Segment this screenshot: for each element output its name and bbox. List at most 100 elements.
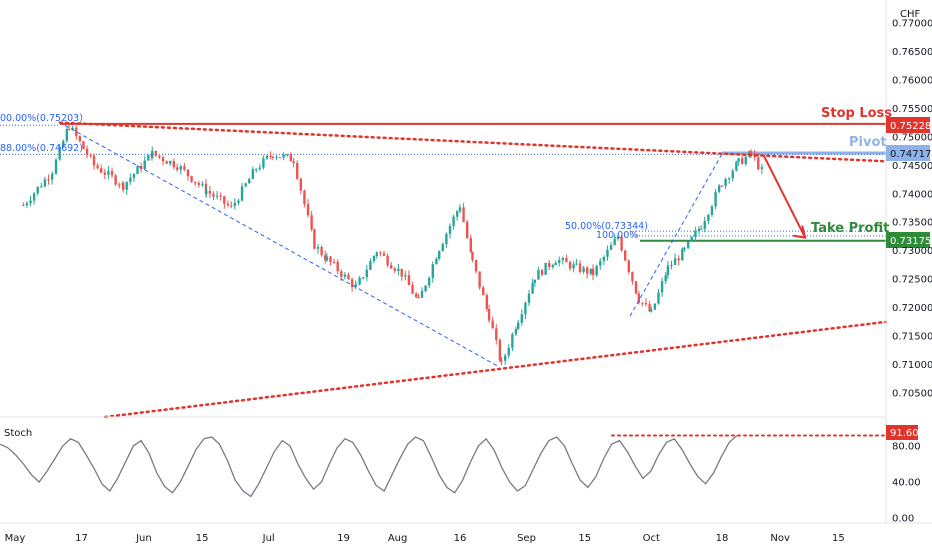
- candle-body: [714, 191, 717, 207]
- price-tick-label: 0.76000: [892, 75, 932, 86]
- candle-body: [516, 322, 520, 329]
- candle-body: [96, 165, 99, 169]
- stoch-tick-label: 40.00: [892, 478, 921, 489]
- candle-body: [36, 186, 39, 194]
- candle-body: [507, 347, 510, 356]
- candle-body: [292, 161, 295, 164]
- candle-body: [100, 168, 103, 173]
- candle-body: [67, 129, 71, 131]
- candle-body: [175, 167, 179, 170]
- price-tick-label: 0.74000: [892, 189, 932, 200]
- candle-body: [677, 258, 680, 261]
- candle-body: [757, 157, 760, 170]
- candle-body: [664, 275, 667, 282]
- time-tick-label: 15: [578, 533, 591, 544]
- stoch-value-tag: [886, 425, 918, 440]
- candle-body: [735, 161, 738, 171]
- price-tick-label: 0.75500: [892, 104, 932, 115]
- candle-body: [375, 252, 379, 257]
- candle-body: [240, 186, 244, 201]
- candle-body: [465, 221, 469, 239]
- candle-body: [354, 285, 357, 288]
- pivot-price: 0.74717: [890, 149, 931, 160]
- candle-body: [634, 281, 638, 294]
- candle-body: [427, 277, 431, 286]
- candle-body: [193, 181, 197, 183]
- candle-body: [282, 154, 285, 158]
- candle-body: [717, 185, 721, 192]
- fib-50-label: 50.00%(0.73344): [565, 221, 648, 232]
- candle-body: [448, 226, 452, 234]
- candle-body: [208, 190, 212, 194]
- candle-body: [85, 148, 89, 156]
- fib-connector-right: [629, 153, 723, 317]
- candle-body: [482, 287, 485, 296]
- candle-body: [524, 302, 527, 315]
- candle-body: [417, 296, 420, 298]
- candle-body: [627, 260, 631, 273]
- candle-body: [265, 155, 269, 159]
- candle-body: [379, 252, 382, 254]
- time-tick-label: Jul: [262, 533, 275, 544]
- candle-body: [340, 271, 343, 277]
- candle-body: [29, 200, 32, 204]
- candle-body: [255, 169, 258, 171]
- candle-body: [624, 250, 627, 261]
- candle-body: [491, 320, 494, 329]
- candle-body: [485, 295, 489, 309]
- take-profit-label: Take Profit: [811, 221, 889, 236]
- candle-body: [565, 258, 568, 263]
- candle-body: [749, 151, 753, 154]
- projection-arrow-shaft: [762, 154, 807, 239]
- candle-body: [233, 202, 237, 206]
- candle-body: [407, 275, 411, 286]
- candle-body: [744, 156, 748, 164]
- candle-body: [595, 265, 598, 276]
- candle-body: [760, 167, 764, 170]
- candle-body: [82, 141, 85, 149]
- price-tick-label: 0.74500: [892, 161, 932, 172]
- candle-body: [400, 268, 403, 277]
- time-tick-label: 15: [832, 533, 845, 544]
- candle-body: [599, 260, 602, 266]
- candle-body: [731, 170, 734, 179]
- candle-body: [161, 157, 165, 162]
- time-tick-label: Oct: [643, 533, 660, 544]
- price-tick-label: 0.77000: [892, 19, 932, 30]
- candle-body: [474, 259, 478, 272]
- candle-body: [710, 206, 714, 215]
- time-tick-label: 18: [716, 533, 729, 544]
- price-tick-label: 0.72000: [892, 303, 932, 314]
- candle-body: [511, 334, 514, 348]
- candle-body: [372, 256, 376, 262]
- candle-body: [498, 339, 502, 361]
- candle-body: [369, 261, 372, 270]
- candle-body: [544, 262, 547, 275]
- candle-body: [92, 155, 96, 166]
- candle-body: [637, 293, 640, 303]
- time-tick-label: Aug: [388, 533, 408, 544]
- candle-body: [424, 285, 427, 291]
- time-tick-label: 15: [196, 533, 209, 544]
- candle-body: [325, 256, 329, 261]
- candle-body: [269, 155, 272, 157]
- price-tick-label: 0.73000: [892, 246, 932, 257]
- candle-body: [572, 264, 575, 269]
- candle-body: [230, 205, 233, 207]
- candle-body: [724, 179, 727, 186]
- candle-body: [697, 228, 701, 231]
- candle-body: [183, 166, 186, 170]
- stoch-value: 91.60: [890, 428, 919, 439]
- candle-body: [121, 182, 125, 190]
- take-profit-price: 0.73175: [890, 236, 931, 247]
- candle-body: [172, 161, 176, 168]
- candle-body: [65, 129, 69, 142]
- candle-body: [452, 216, 455, 227]
- candle-body: [397, 268, 400, 271]
- candle-body: [690, 236, 693, 242]
- candle-body: [591, 268, 595, 276]
- candle-body: [694, 230, 697, 237]
- candle-body: [666, 265, 670, 276]
- candle-body: [248, 179, 251, 184]
